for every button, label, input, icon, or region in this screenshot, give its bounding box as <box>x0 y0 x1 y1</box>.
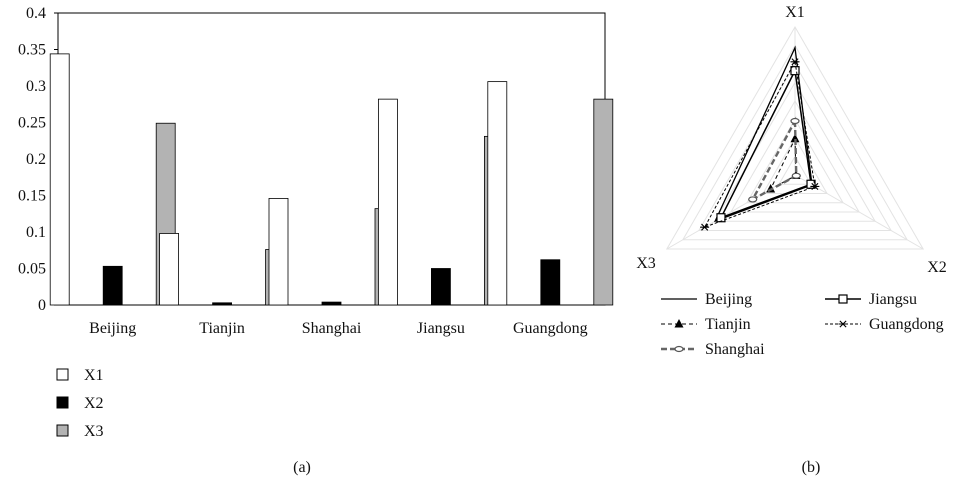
legend-label-Guangdong: Guangdong <box>869 316 944 333</box>
y-tick-label: 0.15 <box>18 188 46 205</box>
bar-X2-Jiangsu <box>430 268 451 306</box>
legend-label-Beijing: Beijing <box>705 291 752 308</box>
legend-swatch-X1 <box>56 368 69 381</box>
legend-label-Shanghai: Shanghai <box>705 341 765 358</box>
radar-grid-ring <box>778 155 812 185</box>
x-tick-label: Beijing <box>89 320 136 337</box>
bar-X1-Tianjin <box>159 233 180 306</box>
bar-chart-panel-a: 0 0.05 0.1 0.15 0.2 0.25 0.3 0.35 0.4 Beijing Tian… <box>18 5 614 440</box>
radar-chart-panel-b: X1 X2 X3 Beijing Tianjin Shanghai Jiangsu Guang… <box>636 4 947 358</box>
bar-X1-Shanghai <box>268 198 289 306</box>
radar-point-Guangdong-X1 <box>790 58 800 66</box>
radar-point-Guangdong-X3 <box>700 223 710 231</box>
bar-X1-Beijing <box>49 53 70 306</box>
legend-label-Jiangsu: Jiangsu <box>869 291 917 308</box>
legend-label-Tianjin: Tianjin <box>705 316 751 333</box>
bar-X3-Guangdong <box>593 98 614 306</box>
radar-point-Jiangsu-X1 <box>790 66 800 76</box>
radar-axis-label-X1: X1 <box>785 4 805 21</box>
legend-marker-Tianjin <box>674 319 684 328</box>
y-tick-label: 0.05 <box>18 261 46 278</box>
radar-spoke <box>666 174 796 250</box>
legend-marker-Guangdong <box>838 320 848 328</box>
panel-a-label: (a) <box>293 459 311 476</box>
legend-swatch-X3 <box>56 424 69 437</box>
radar-point-Tianjin-X1 <box>790 133 800 143</box>
x-tick-label: Shanghai <box>302 320 362 337</box>
y-tick-label: 0.35 <box>18 42 46 59</box>
plot-area <box>57 12 606 306</box>
radar-series-Tianjin <box>769 138 797 191</box>
legend-marker-Jiangsu <box>838 294 848 304</box>
radar-point-Shanghai-X3 <box>748 196 758 203</box>
radar-axis-label-X3: X3 <box>636 255 656 272</box>
legend-marker-Shanghai <box>674 345 684 353</box>
legend-label-X3: X3 <box>84 423 104 440</box>
legend-label-X1: X1 <box>84 367 104 384</box>
y-tick-label: 0.4 <box>26 5 46 22</box>
radar-grid-ring <box>698 63 892 231</box>
y-tick-label: 0.25 <box>18 115 46 132</box>
y-tick-label: 0 <box>38 297 46 314</box>
x-tick-label: Guangdong <box>513 320 588 337</box>
radar-axis-label-X2: X2 <box>927 259 947 276</box>
bar-X2-Tianjin <box>212 302 233 306</box>
radar-series-Guangdong <box>703 60 816 229</box>
legend-swatch-X2 <box>56 396 69 409</box>
radar-grid-ring <box>665 25 925 250</box>
radar-series-Shanghai <box>749 116 798 203</box>
y-tick-label: 0.3 <box>26 78 46 95</box>
bar-X1-Guangdong <box>487 81 508 306</box>
x-tick-label: Jiangsu <box>417 320 465 337</box>
radar-grid-ring <box>746 118 844 204</box>
x-tick-label: Tianjin <box>199 320 245 337</box>
bar-X2-Shanghai <box>321 301 342 306</box>
legend-label-X2: X2 <box>84 395 104 412</box>
radar-grid-ring <box>681 44 909 241</box>
radar-point-Shanghai-X2 <box>791 172 801 179</box>
bar-X2-Beijing <box>102 265 123 306</box>
panel-b-label: (b) <box>802 459 821 476</box>
radar-series-Jiangsu <box>719 68 812 220</box>
radar-grid-ring <box>730 99 860 213</box>
radar-point-Guangdong-X2 <box>810 182 820 191</box>
y-tick-label: 0.1 <box>26 224 46 241</box>
radar-point-Shanghai-X1 <box>790 117 800 125</box>
bar-X2-Guangdong <box>540 259 561 306</box>
radar-point-Jiangsu-X3 <box>716 213 726 223</box>
bar-X1-Jiangsu <box>377 98 398 306</box>
y-tick-label: 0.2 <box>26 151 46 168</box>
